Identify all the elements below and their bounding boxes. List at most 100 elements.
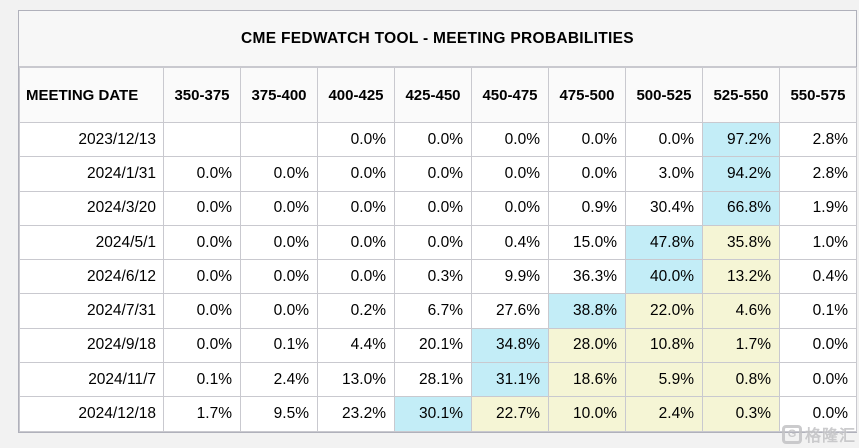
prob-cell: 0.0%	[548, 156, 626, 192]
prob-cell: 6.7%	[394, 293, 472, 329]
prob-cell: 0.0%	[240, 190, 318, 226]
prob-cell: 1.9%	[779, 190, 857, 226]
prob-cell: 10.0%	[548, 396, 626, 432]
prob-cell: 0.0%	[163, 190, 241, 226]
prob-cell: 1.7%	[163, 396, 241, 432]
prob-cell: 5.9%	[625, 362, 703, 398]
prob-cell: 4.6%	[702, 293, 780, 329]
date-cell: 2024/5/1	[19, 224, 164, 261]
date-cell: 2024/9/18	[19, 327, 164, 364]
date-cell: 2023/12/13	[19, 121, 164, 158]
prob-cell: 0.0%	[163, 156, 241, 192]
prob-cell: 23.2%	[317, 396, 395, 432]
prob-cell: 97.2%	[702, 121, 780, 158]
date-cell: 2024/3/20	[19, 190, 164, 226]
prob-cell: 18.6%	[548, 362, 626, 398]
rate-range-header: 375-400	[240, 67, 318, 123]
prob-cell: 0.0%	[394, 224, 472, 261]
prob-cell: 0.0%	[240, 293, 318, 329]
prob-cell: 0.9%	[548, 190, 626, 226]
prob-cell: 13.2%	[702, 259, 780, 295]
prob-cell: 0.0%	[317, 190, 395, 226]
prob-cell: 30.4%	[625, 190, 703, 226]
rate-range-header: 550-575	[779, 67, 857, 123]
prob-cell: 28.0%	[548, 327, 626, 364]
prob-cell: 0.0%	[163, 224, 241, 261]
prob-cell: 27.6%	[471, 293, 549, 329]
prob-cell: 3.0%	[625, 156, 703, 192]
prob-cell	[163, 121, 241, 158]
table-row: 2024/1/31 0.0% 0.0% 0.0% 0.0% 0.0% 0.0% 3.0% 94.…	[19, 156, 857, 192]
prob-cell: 0.0%	[471, 156, 549, 192]
prob-cell: 30.1%	[394, 396, 472, 432]
rate-range-header: 450-475	[471, 67, 549, 123]
table-row: 2024/7/31 0.0% 0.0% 0.2% 6.7% 27.6% 38.8% 22.0%…	[19, 293, 857, 329]
prob-cell: 0.0%	[240, 259, 318, 295]
date-cell: 2024/11/7	[19, 362, 164, 398]
prob-cell: 0.0%	[163, 327, 241, 364]
prob-cell: 0.0%	[163, 259, 241, 295]
prob-cell: 36.3%	[548, 259, 626, 295]
table-row: 2024/12/18 1.7% 9.5% 23.2% 30.1% 22.7% 10.0% 2.…	[19, 396, 857, 432]
prob-cell: 1.0%	[779, 224, 857, 261]
prob-cell: 20.1%	[394, 327, 472, 364]
prob-cell: 94.2%	[702, 156, 780, 192]
prob-cell	[240, 121, 318, 158]
prob-cell: 0.0%	[317, 224, 395, 261]
prob-cell: 0.3%	[394, 259, 472, 295]
prob-cell: 2.8%	[779, 156, 857, 192]
header-row: MEETING DATE 350-375 375-400 400-425 425-450…	[19, 67, 857, 123]
fedwatch-probability-table: CME FEDWATCH TOOL - MEETING PROBABILITIE…	[18, 10, 857, 433]
probability-grid: MEETING DATE 350-375 375-400 400-425 425-450…	[19, 67, 857, 432]
rate-range-header: 350-375	[163, 67, 241, 123]
prob-cell: 0.0%	[548, 121, 626, 158]
prob-cell: 22.0%	[625, 293, 703, 329]
prob-cell: 0.0%	[394, 121, 472, 158]
prob-cell: 0.0%	[779, 396, 857, 432]
prob-cell: 0.0%	[471, 190, 549, 226]
prob-cell: 28.1%	[394, 362, 472, 398]
prob-cell: 34.8%	[471, 327, 549, 364]
date-cell: 2024/1/31	[19, 156, 164, 192]
table-title: CME FEDWATCH TOOL - MEETING PROBABILITIE…	[19, 11, 856, 67]
prob-cell: 0.2%	[317, 293, 395, 329]
prob-cell: 0.1%	[779, 293, 857, 329]
prob-cell: 0.0%	[779, 327, 857, 364]
prob-cell: 0.0%	[163, 293, 241, 329]
prob-cell: 0.0%	[317, 156, 395, 192]
prob-cell: 1.7%	[702, 327, 780, 364]
date-cell: 2024/7/31	[19, 293, 164, 329]
prob-cell: 31.1%	[471, 362, 549, 398]
rate-range-header: 525-550	[702, 67, 780, 123]
table-row: 2024/3/20 0.0% 0.0% 0.0% 0.0% 0.0% 0.9% 30.4% 66…	[19, 190, 857, 226]
prob-cell: 0.3%	[702, 396, 780, 432]
prob-cell: 4.4%	[317, 327, 395, 364]
rate-range-header: 475-500	[548, 67, 626, 123]
prob-cell: 13.0%	[317, 362, 395, 398]
prob-cell: 47.8%	[625, 224, 703, 261]
prob-cell: 0.0%	[240, 156, 318, 192]
rate-range-header: 500-525	[625, 67, 703, 123]
table-row: 2024/9/18 0.0% 0.1% 4.4% 20.1% 34.8% 28.0% 10.8…	[19, 327, 857, 364]
table-row: 2024/5/1 0.0% 0.0% 0.0% 0.0% 0.4% 15.0% 47.8% 35…	[19, 224, 857, 261]
prob-cell: 15.0%	[548, 224, 626, 261]
date-cell: 2024/6/12	[19, 259, 164, 295]
prob-cell: 0.8%	[702, 362, 780, 398]
prob-cell: 35.8%	[702, 224, 780, 261]
prob-cell: 0.1%	[240, 327, 318, 364]
table-row: 2023/12/13 0.0% 0.0% 0.0% 0.0% 0.0% 97.2% 2.8%	[19, 121, 857, 158]
rate-range-header: 425-450	[394, 67, 472, 123]
prob-cell: 0.4%	[779, 259, 857, 295]
prob-cell: 66.8%	[702, 190, 780, 226]
prob-cell: 0.0%	[394, 190, 472, 226]
table-row: 2024/11/7 0.1% 2.4% 13.0% 28.1% 31.1% 18.6% 5.9…	[19, 362, 857, 398]
prob-cell: 10.8%	[625, 327, 703, 364]
prob-cell: 2.4%	[625, 396, 703, 432]
prob-cell: 38.8%	[548, 293, 626, 329]
prob-cell: 0.0%	[317, 121, 395, 158]
meeting-date-header: MEETING DATE	[19, 67, 164, 123]
prob-cell: 22.7%	[471, 396, 549, 432]
prob-cell: 2.8%	[779, 121, 857, 158]
rate-range-header: 400-425	[317, 67, 395, 123]
